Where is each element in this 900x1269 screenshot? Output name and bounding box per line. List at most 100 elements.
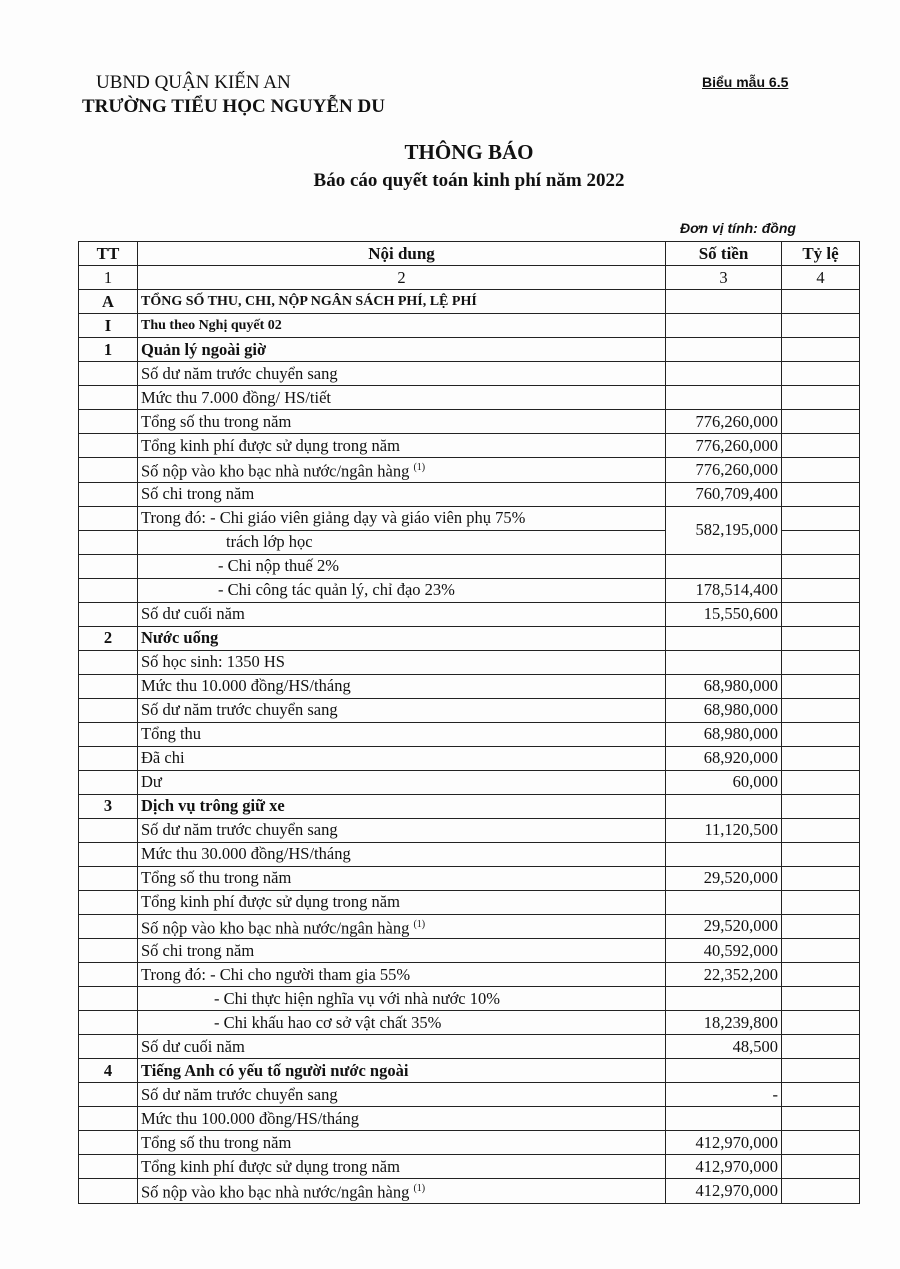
form-code: Biểu mẫu 6.5 xyxy=(702,74,789,90)
row-amount: 776,260,000 xyxy=(665,409,782,434)
row-amount: 18,239,800 xyxy=(665,1010,782,1035)
row-amount xyxy=(665,553,782,579)
row-content-text: trách lớp học xyxy=(226,532,313,551)
row-content-text: Mức thu 7.000 đồng/ HS/tiết xyxy=(141,387,331,407)
row-ratio xyxy=(781,1178,860,1204)
table-row: Số chi trong năm 760,709,400 xyxy=(78,481,860,507)
row-tt xyxy=(78,769,138,795)
row-tt xyxy=(78,1154,138,1179)
row-content-text: Trong đó: - Chi cho người tham gia 55% xyxy=(141,964,411,984)
row-ratio xyxy=(781,938,860,963)
row-amount xyxy=(665,841,782,867)
row-content: Số học sinh: 1350 HS xyxy=(137,649,666,675)
row-content-text: Số dư năm trước chuyển sang xyxy=(141,363,338,383)
footnote-marker: (1) xyxy=(413,1183,426,1194)
row-content: Tổng kinh phí được sử dụng trong năm xyxy=(137,889,666,915)
table-row: Trong đó: - Chi cho người tham gia 55% 22… xyxy=(78,962,860,987)
row-tt xyxy=(78,841,138,867)
row-content-text: Số dư năm trước chuyển sang xyxy=(141,700,338,719)
row-content: trách lớp học xyxy=(137,529,666,555)
row-content: Số dư cuối năm xyxy=(137,601,666,627)
row-tt xyxy=(78,529,138,555)
row-content: Trong đó: - Chi cho người tham gia 55% xyxy=(137,962,666,987)
row-content-text: Số dư năm trước chuyển sang xyxy=(141,820,338,839)
row-content: Tổng số thu trong năm xyxy=(137,865,666,891)
row-tt xyxy=(78,553,138,579)
column-number: 2 xyxy=(137,265,666,290)
row-content-text: Số nộp vào kho bạc nhà nước/ngân hàng xyxy=(141,1182,410,1202)
row-tt xyxy=(78,505,138,531)
row-tt: A xyxy=(78,289,138,314)
row-content-text: TỔNG SỐ THU, CHI, NỘP NGÂN SÁCH PHÍ, LỆ … xyxy=(141,293,477,309)
row-content-text: - Chi thực hiện nghĩa vụ với nhà nước 10… xyxy=(214,988,500,1008)
row-ratio xyxy=(781,889,860,915)
row-amount: 68,980,000 xyxy=(665,721,782,747)
row-content: Trong đó: - Chi giáo viên giảng dạy và g… xyxy=(137,505,666,531)
table-row: Số nộp vào kho bạc nhà nước/ngân hàng (1… xyxy=(78,1178,860,1204)
row-amount: 11,120,500 xyxy=(665,817,782,843)
row-content: Tổng kinh phí được sử dụng trong năm xyxy=(137,433,666,458)
row-ratio xyxy=(781,649,860,675)
row-content-text: Tổng kinh phí được sử dụng trong năm xyxy=(141,892,400,911)
table-row: Mức thu 30.000 đồng/HS/tháng xyxy=(78,841,860,867)
row-content-text: Tổng số thu trong năm xyxy=(141,1132,292,1152)
row-amount: 15,550,600 xyxy=(665,601,782,627)
row-tt: 2 xyxy=(78,625,138,651)
row-ratio xyxy=(781,793,860,819)
row-amount xyxy=(665,649,782,675)
row-ratio xyxy=(781,1130,860,1155)
row-content-text: Dịch vụ trông giữ xe xyxy=(141,796,285,815)
row-amount xyxy=(665,313,782,338)
row-tt: 1 xyxy=(78,337,138,362)
row-content: - Chi công tác quản lý, chỉ đạo 23% xyxy=(137,577,666,603)
row-ratio xyxy=(781,673,860,699)
column-header-amount: Số tiền xyxy=(665,241,782,266)
row-content-text: Số nộp vào kho bạc nhà nước/ngân hàng xyxy=(141,918,410,937)
row-content-text: Số chi trong năm xyxy=(141,940,255,960)
row-ratio xyxy=(781,505,860,531)
table-row: Tổng kinh phí được sử dụng trong năm xyxy=(78,889,860,915)
row-ratio xyxy=(781,697,860,723)
row-ratio xyxy=(781,1106,860,1131)
row-amount: 178,514,400 xyxy=(665,577,782,603)
row-content: Dư xyxy=(137,769,666,795)
row-content-text: Số dư năm trước chuyển sang xyxy=(141,1084,338,1104)
table-row: Tổng thu 68,980,000 xyxy=(78,721,860,747)
table-row: 4 Tiếng Anh có yếu tố người nước ngoài xyxy=(78,1058,860,1083)
row-content: Mức thu 30.000 đồng/HS/tháng xyxy=(137,841,666,867)
row-content: Số nộp vào kho bạc nhà nước/ngân hàng (1… xyxy=(137,913,666,939)
row-ratio xyxy=(781,841,860,867)
row-tt xyxy=(78,745,138,771)
footnote-marker: (1) xyxy=(413,918,426,930)
row-tt xyxy=(78,361,138,386)
row-content: Số dư năm trước chuyển sang xyxy=(137,697,666,723)
column-header-tt: TT xyxy=(78,241,138,266)
row-amount: 29,520,000 xyxy=(665,913,782,939)
row-content-text: Tổng kinh phí được sử dụng trong năm xyxy=(141,435,400,455)
row-amount xyxy=(665,361,782,386)
row-amount: 776,260,000 xyxy=(665,457,782,483)
row-content-text: Trong đó: - Chi giáo viên giảng dạy và g… xyxy=(141,508,526,527)
row-ratio xyxy=(781,385,860,410)
row-content: Dịch vụ trông giữ xe xyxy=(137,793,666,819)
table-row: Số học sinh: 1350 HS xyxy=(78,649,860,675)
row-ratio xyxy=(781,337,860,362)
row-tt xyxy=(78,865,138,891)
row-tt xyxy=(78,673,138,699)
row-content: Số chi trong năm xyxy=(137,938,666,963)
table-row: Số dư cuối năm 48,500 xyxy=(78,1034,860,1059)
row-ratio xyxy=(781,313,860,338)
row-content-text: Mức thu 30.000 đồng/HS/tháng xyxy=(141,844,351,863)
row-ratio xyxy=(781,433,860,458)
row-content: Tiếng Anh có yếu tố người nước ngoài xyxy=(137,1058,666,1083)
row-ratio xyxy=(781,289,860,314)
row-amount: 412,970,000 xyxy=(665,1154,782,1179)
row-amount xyxy=(665,889,782,915)
row-amount: 68,980,000 xyxy=(665,697,782,723)
row-content: Mức thu 10.000 đồng/HS/tháng xyxy=(137,673,666,699)
column-header-ratio: Tỷ lệ xyxy=(781,241,860,266)
row-amount: 582,195,000 xyxy=(665,505,782,555)
unit-note: Đơn vị tính: đồng xyxy=(680,220,796,236)
row-ratio xyxy=(781,1082,860,1107)
